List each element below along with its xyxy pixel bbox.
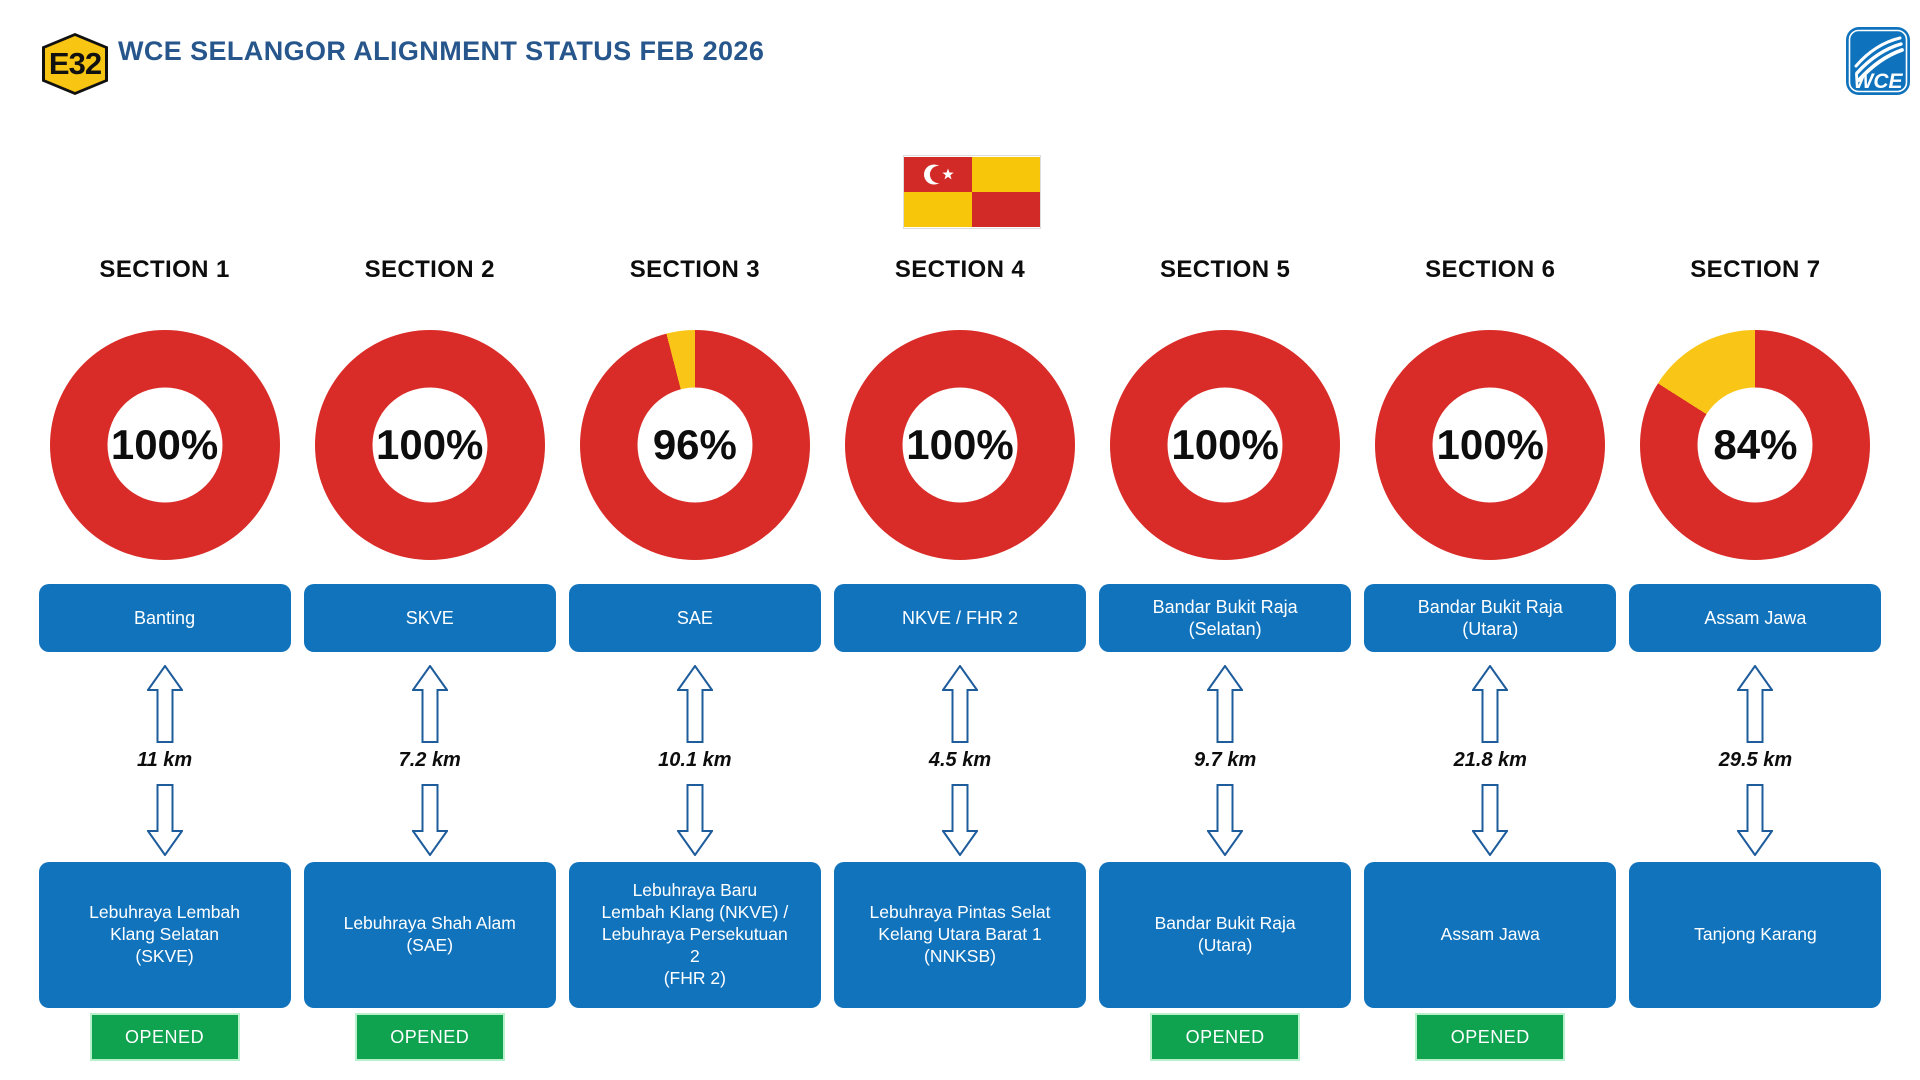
sections-row: SECTION 1 100% Banting 11 km Lebuhraya L… <box>32 256 1888 1061</box>
opened-badge: OPENED <box>89 1013 240 1061</box>
interchange-from-box: Bandar Bukit Raja (Selatan) <box>1099 584 1352 652</box>
progress-value: 100% <box>906 421 1014 468</box>
progress-donut-chart: 100% <box>314 330 545 560</box>
arrow-down-icon <box>146 784 183 856</box>
wce-logo: WCE <box>1845 26 1911 96</box>
interchange-to-box: Lebuhraya Shah Alam (SAE) <box>303 862 556 1008</box>
section-column: SECTION 4 100% NKVE / FHR 2 4.5 km Lebuh… <box>827 256 1092 1061</box>
section-column: SECTION 1 100% Banting 11 km Lebuhraya L… <box>32 256 297 1061</box>
selangor-flag-icon <box>903 155 1041 229</box>
section-column: SECTION 5 100% Bandar Bukit Raja (Selata… <box>1093 256 1358 1061</box>
road-swoosh-icon <box>1854 36 1904 82</box>
section-title: SECTION 5 <box>1159 256 1291 283</box>
interchange-from-box: SAE <box>568 584 821 652</box>
progress-value: 100% <box>110 421 219 468</box>
arrow-down-icon <box>676 784 713 856</box>
interchange-to-box: Assam Jawa <box>1364 862 1617 1008</box>
page-title: WCE SELANGOR ALIGNMENT STATUS FEB 2026 <box>118 36 765 66</box>
interchange-to-box: Bandar Bukit Raja (Utara) <box>1099 862 1352 1008</box>
arrow-down-icon <box>1472 784 1509 856</box>
section-column: SECTION 7 84% Assam Jawa 29.5 km Tanjong… <box>1623 256 1888 1061</box>
section-column: SECTION 6 100% Bandar Bukit Raja (Utara)… <box>1358 256 1623 1061</box>
section-column: SECTION 2 100% SKVE 7.2 km Lebuhraya Sha… <box>297 256 562 1061</box>
route-badge-hexagon <box>45 36 105 92</box>
opened-badge: OPENED <box>354 1013 505 1061</box>
interchange-from-box: Bandar Bukit Raja (Utara) <box>1364 584 1617 652</box>
interchange-from-box: Banting <box>38 584 291 652</box>
section-title: SECTION 3 <box>629 256 760 283</box>
interchange-to-box: Lebuhraya Pintas Selat Kelang Utara Bara… <box>833 862 1086 1008</box>
arrow-up-icon <box>941 665 978 743</box>
section-title: SECTION 6 <box>1425 256 1556 283</box>
progress-donut-chart: 84% <box>1640 330 1871 560</box>
distance-label: 4.5 km <box>928 749 992 771</box>
route-code: E32 <box>48 46 102 81</box>
interchange-to-box: Tanjong Karang <box>1629 862 1882 1008</box>
distance-label: 21.8 km <box>1453 749 1527 771</box>
section-title: SECTION 2 <box>364 256 495 283</box>
distance-label: 29.5 km <box>1718 749 1793 771</box>
interchange-to-box: Lebuhraya Baru Lembah Klang (NKVE) / Leb… <box>568 862 821 1008</box>
interchange-to-box: Lebuhraya Lembah Klang Selatan (SKVE) <box>38 862 291 1008</box>
section-title: SECTION 1 <box>99 256 230 283</box>
arrow-down-icon <box>941 784 978 856</box>
arrow-up-icon <box>411 665 448 743</box>
interchange-from-box: SKVE <box>303 584 556 652</box>
arrow-down-icon <box>1737 784 1774 856</box>
route-e32-badge: E32 <box>42 33 108 95</box>
progress-donut-chart: 100% <box>1375 330 1606 560</box>
opened-badge: OPENED <box>1150 1013 1301 1061</box>
section-title: SECTION 7 <box>1690 256 1821 283</box>
arrow-up-icon <box>1472 665 1509 743</box>
crescent-icon <box>924 164 948 185</box>
arrow-up-icon <box>1737 665 1774 743</box>
wce-logo-text: WCE <box>1854 70 1904 93</box>
progress-donut-chart: 100% <box>1110 330 1341 560</box>
progress-value: 100% <box>375 421 484 468</box>
arrow-down-icon <box>411 784 448 856</box>
progress-donut-chart: 100% <box>844 330 1075 560</box>
opened-badge: OPENED <box>1415 1013 1566 1061</box>
arrow-down-icon <box>1207 784 1244 856</box>
section-column: SECTION 3 96% SAE 10.1 km Lebuhraya Baru… <box>562 256 827 1061</box>
distance-label: 9.7 km <box>1194 749 1257 771</box>
progress-value: 84% <box>1713 421 1798 468</box>
distance-label: 11 km <box>136 749 193 771</box>
star-icon <box>942 168 954 180</box>
progress-donut-chart: 96% <box>579 330 810 560</box>
distance-label: 7.2 km <box>398 749 461 771</box>
arrow-up-icon <box>146 665 183 743</box>
wce-logo-icon: WCE <box>1846 27 1910 95</box>
progress-value: 100% <box>1436 421 1544 468</box>
arrow-up-icon <box>1207 665 1244 743</box>
progress-donut-chart: 100% <box>49 330 280 560</box>
interchange-from-box: Assam Jawa <box>1629 584 1882 652</box>
progress-value: 100% <box>1171 421 1279 468</box>
interchange-from-box: NKVE / FHR 2 <box>833 584 1086 652</box>
progress-value: 96% <box>652 421 737 468</box>
distance-label: 10.1 km <box>658 749 732 771</box>
arrow-up-icon <box>676 665 713 743</box>
section-title: SECTION 4 <box>894 256 1026 283</box>
